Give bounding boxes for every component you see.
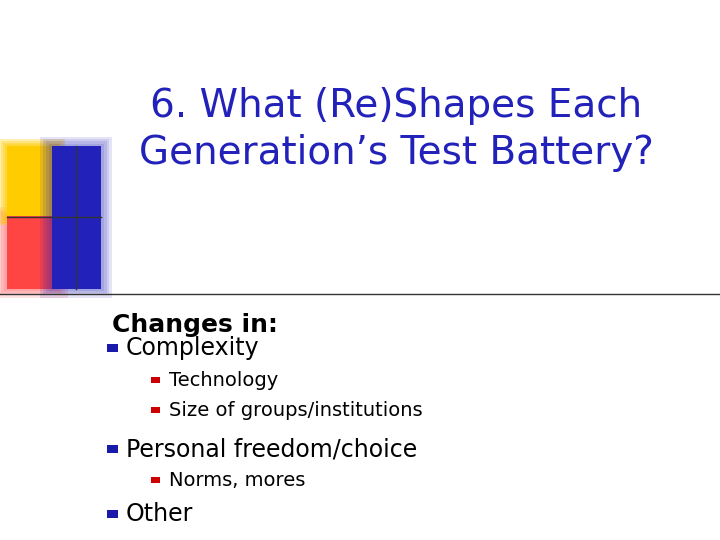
FancyBboxPatch shape (4, 214, 59, 291)
Text: Complexity: Complexity (126, 336, 260, 360)
FancyBboxPatch shape (0, 207, 68, 298)
FancyBboxPatch shape (107, 445, 118, 453)
FancyBboxPatch shape (151, 407, 160, 413)
FancyBboxPatch shape (107, 510, 118, 517)
FancyBboxPatch shape (0, 139, 65, 225)
FancyBboxPatch shape (1, 141, 63, 224)
FancyBboxPatch shape (1, 212, 62, 293)
FancyBboxPatch shape (151, 377, 160, 383)
Text: Technology: Technology (169, 371, 279, 390)
Text: Other: Other (126, 502, 194, 526)
FancyBboxPatch shape (7, 146, 56, 219)
Text: Size of groups/institutions: Size of groups/institutions (169, 401, 423, 420)
Text: 6. What (Re)Shapes Each
Generation’s Test Battery?: 6. What (Re)Shapes Each Generation’s Tes… (138, 87, 654, 172)
FancyBboxPatch shape (5, 144, 58, 220)
FancyBboxPatch shape (46, 141, 107, 293)
FancyBboxPatch shape (40, 137, 112, 298)
FancyBboxPatch shape (107, 344, 118, 352)
FancyBboxPatch shape (43, 139, 109, 295)
Text: Changes in:: Changes in: (112, 313, 277, 337)
FancyBboxPatch shape (7, 216, 56, 289)
FancyBboxPatch shape (0, 210, 65, 295)
FancyBboxPatch shape (151, 477, 160, 483)
Text: Norms, mores: Norms, mores (169, 471, 305, 490)
FancyBboxPatch shape (52, 146, 101, 289)
FancyBboxPatch shape (3, 143, 60, 222)
Text: Personal freedom/choice: Personal freedom/choice (126, 437, 418, 461)
FancyBboxPatch shape (49, 144, 104, 291)
